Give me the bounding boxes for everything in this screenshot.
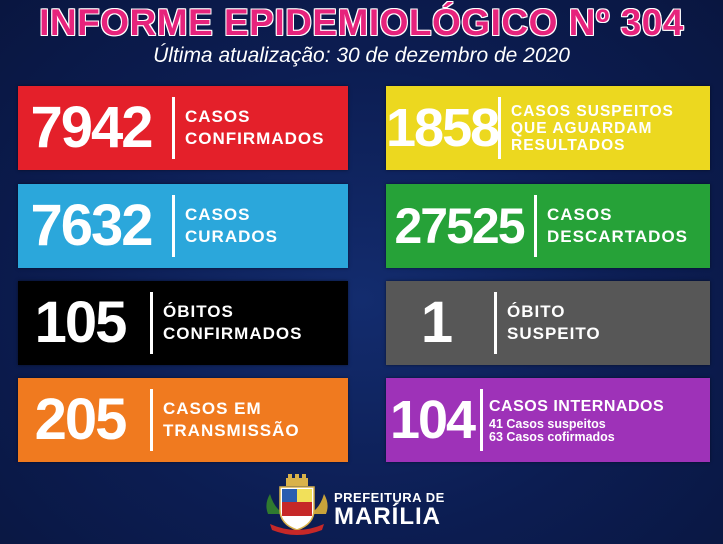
last-update: Última atualização: 30 de dezembro de 20… xyxy=(153,44,570,67)
deaths-label: ÓBITOS CONFIRMADOS xyxy=(163,302,303,343)
hospitalized-value: 104 xyxy=(389,390,476,450)
card-transmission: 205 CASOS EM TRANSMISSÃO xyxy=(18,378,348,462)
confirmed-label: CASOS CONFIRMADOS xyxy=(185,107,325,148)
divider xyxy=(172,195,175,257)
divider xyxy=(150,389,153,451)
confirmed-value: 7942 xyxy=(30,95,153,160)
cured-value: 7632 xyxy=(30,193,153,258)
divider xyxy=(150,292,153,354)
hospitalized-suspected: 41 Casos suspeitos xyxy=(489,417,606,431)
suspected-label: CASOS SUSPEITOS QUE AGUARDAM RESULTADOS xyxy=(511,102,674,154)
discarded-value: 27525 xyxy=(394,198,525,254)
coat-of-arms-icon xyxy=(266,474,328,535)
card-cured: 7632 CASOS CURADOS xyxy=(18,184,348,268)
card-hospitalized: 104 CASOS INTERNADOS 41 Casos suspeitos … xyxy=(386,378,710,462)
suspected-value: 1858 xyxy=(386,98,500,158)
suspect-death-value: 1 xyxy=(420,290,453,355)
cured-label: CASOS CURADOS xyxy=(185,205,278,246)
divider xyxy=(480,389,483,451)
divider xyxy=(534,195,537,257)
card-deaths: 105 ÓBITOS CONFIRMADOS xyxy=(18,281,348,365)
hospitalized-confirmed: 63 Casos cofirmados xyxy=(489,430,615,444)
page-title: INFORME EPIDEMIOLÓGICO Nº 304 xyxy=(39,2,684,43)
suspect-death-label: ÓBITO SUSPEITO xyxy=(507,302,601,343)
transmission-label: CASOS EM TRANSMISSÃO xyxy=(163,399,300,440)
transmission-value: 205 xyxy=(34,387,128,452)
card-suspected: 1858 CASOS SUSPEITOS QUE AGUARDAM RESULT… xyxy=(386,86,710,170)
card-suspect-death: 1 ÓBITO SUSPEITO xyxy=(386,281,710,365)
divider xyxy=(498,97,501,159)
deaths-value: 105 xyxy=(34,290,128,355)
card-discarded: 27525 CASOS DESCARTADOS xyxy=(386,184,710,268)
hospitalized-label: CASOS INTERNADOS 41 Casos suspeitos 63 C… xyxy=(489,398,665,444)
card-confirmed: 7942 CASOS CONFIRMADOS xyxy=(18,86,348,170)
discarded-label: CASOS DESCARTADOS xyxy=(547,205,689,246)
divider xyxy=(494,292,497,354)
divider xyxy=(172,97,175,159)
city-hall-name: PREFEITURA DE MARÍLIA xyxy=(334,490,445,530)
